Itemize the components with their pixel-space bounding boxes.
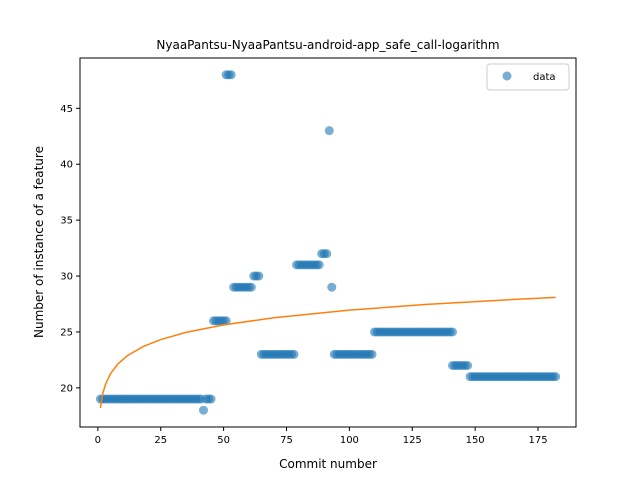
legend-label-data: data bbox=[533, 72, 556, 83]
legend-box bbox=[486, 63, 570, 91]
data-point bbox=[322, 249, 332, 259]
legend: data bbox=[486, 63, 570, 91]
data-point bbox=[206, 394, 216, 404]
x-tick-label: 75 bbox=[280, 435, 293, 446]
data-point bbox=[463, 361, 473, 370]
data-point bbox=[226, 70, 236, 80]
y-tick-label: 35 bbox=[60, 216, 73, 227]
x-tick-label: 0 bbox=[95, 435, 101, 446]
axis-ticks: 0 25 50 75 100 125 150 175 20 25 30 35 40 45 bbox=[60, 104, 547, 446]
data-point bbox=[254, 271, 264, 281]
x-axis-label: Commit number bbox=[279, 457, 377, 471]
chart-title: NyaaPantsu-NyaaPantsu-android-app_safe_c… bbox=[156, 38, 499, 52]
data-point bbox=[246, 282, 256, 292]
data-point bbox=[198, 405, 208, 415]
plot-area bbox=[95, 70, 561, 415]
x-tick-label: 150 bbox=[466, 435, 485, 446]
data-point bbox=[367, 349, 377, 359]
y-tick-label: 30 bbox=[60, 272, 73, 283]
data-point bbox=[324, 126, 334, 136]
data-point bbox=[314, 260, 324, 270]
y-tick-label: 45 bbox=[60, 104, 73, 115]
x-tick-label: 25 bbox=[154, 435, 167, 446]
data-point bbox=[289, 349, 299, 359]
legend-marker-data bbox=[502, 71, 512, 81]
data-point bbox=[327, 282, 337, 292]
data-point bbox=[551, 372, 561, 382]
x-tick-label: 100 bbox=[340, 435, 359, 446]
y-axis-label: Number of instance of a feature bbox=[32, 146, 46, 338]
x-tick-label: 125 bbox=[403, 435, 422, 446]
fit-line bbox=[99, 296, 556, 409]
x-tick-label: 50 bbox=[217, 435, 230, 446]
y-tick-label: 20 bbox=[60, 383, 73, 394]
axes-frame bbox=[79, 57, 577, 428]
y-tick-label: 40 bbox=[60, 160, 73, 171]
x-tick-label: 175 bbox=[528, 435, 547, 446]
data-point bbox=[221, 316, 231, 326]
y-tick-label: 25 bbox=[60, 327, 73, 338]
data-point bbox=[448, 327, 458, 337]
